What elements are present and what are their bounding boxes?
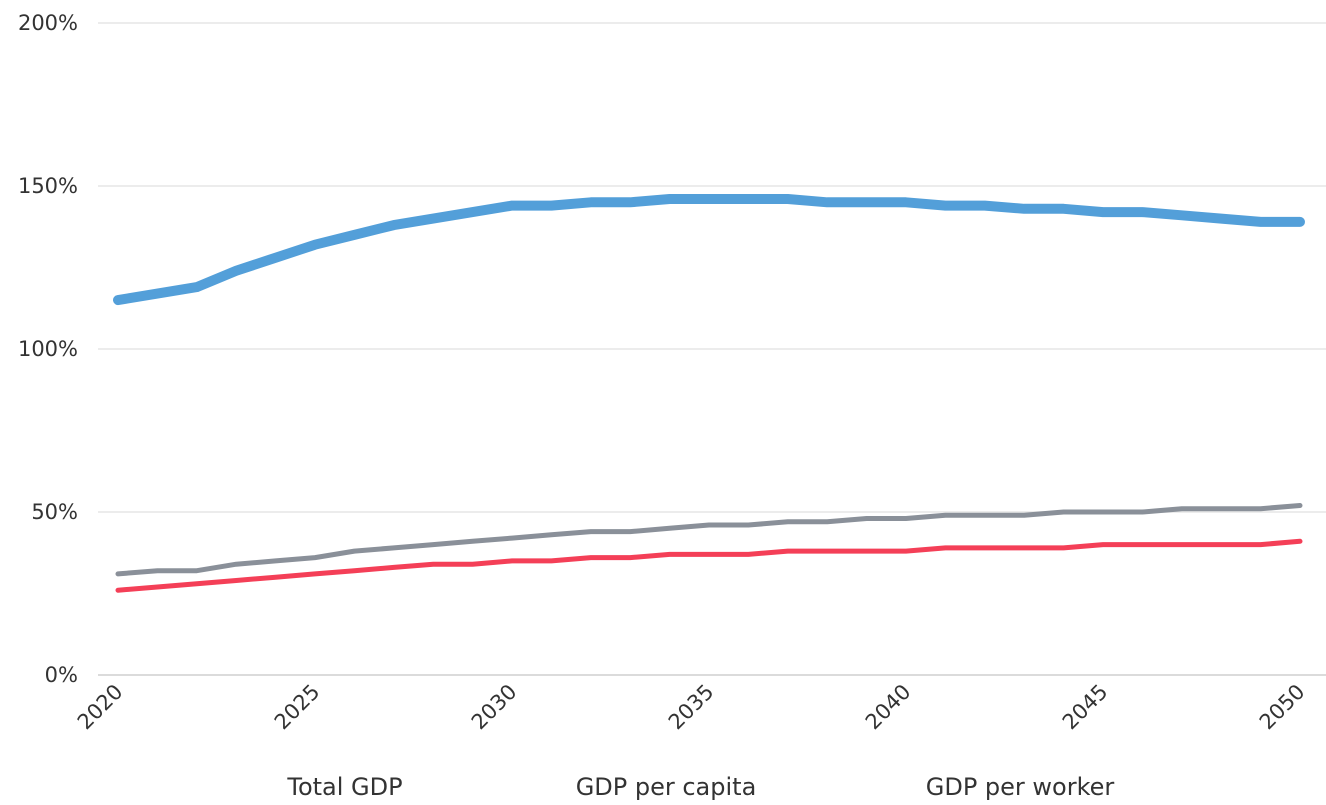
series-line-total-gdp (113, 194, 1305, 306)
x-tick-label: 2050 (1255, 680, 1310, 735)
y-axis-tick-labels: 0% 50% 100% 150% 200% (18, 11, 78, 687)
y-tick-label: 0% (45, 663, 78, 687)
y-tick-label: 200% (18, 11, 78, 35)
x-tick-label: 2020 (73, 680, 128, 735)
x-tick-label: 2025 (270, 680, 325, 735)
y-tick-label: 50% (31, 500, 78, 524)
series-line-gdp-per-capita (115, 503, 1303, 577)
x-tick-label: 2040 (861, 680, 916, 735)
y-tick-label: 100% (18, 337, 78, 361)
series-lines (113, 194, 1305, 593)
legend-label: GDP per worker (926, 773, 1115, 801)
x-tick-label: 2045 (1058, 680, 1113, 735)
y-tick-label: 150% (18, 174, 78, 198)
x-axis-tick-labels: 2020 2025 2030 2035 2040 2045 2050 (73, 680, 1310, 735)
legend-label: Total GDP (286, 773, 402, 801)
legend-label: GDP per capita (576, 773, 757, 801)
x-tick-label: 2030 (467, 680, 522, 735)
x-tick-label: 2035 (664, 680, 719, 735)
series-line-gdp-per-worker (115, 538, 1303, 593)
legend: Total GDP GDP per capita GDP per worker (286, 773, 1114, 801)
